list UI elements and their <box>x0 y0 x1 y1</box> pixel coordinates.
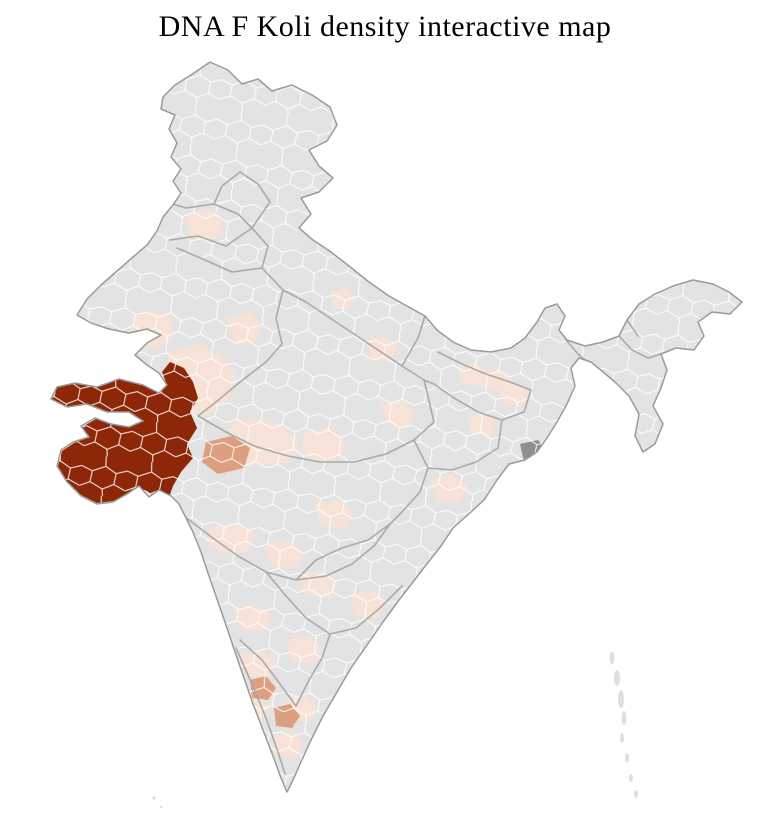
island[interactable] <box>629 774 633 782</box>
island[interactable] <box>625 753 629 763</box>
island[interactable] <box>621 711 627 725</box>
island[interactable] <box>152 796 156 800</box>
island[interactable] <box>620 733 624 743</box>
andaman-nicobar-islands[interactable] <box>609 652 639 798</box>
page-title: DNA F Koli density interactive map <box>158 10 612 43</box>
island[interactable] <box>634 790 638 798</box>
island[interactable] <box>159 805 163 809</box>
island[interactable] <box>618 690 624 708</box>
national-border <box>50 61 743 793</box>
district-boundaries-overlay <box>51 62 742 792</box>
state-borders <box>159 171 662 775</box>
lakshadweep-islands[interactable] <box>152 796 163 809</box>
island[interactable] <box>609 652 615 664</box>
island[interactable] <box>614 670 620 686</box>
